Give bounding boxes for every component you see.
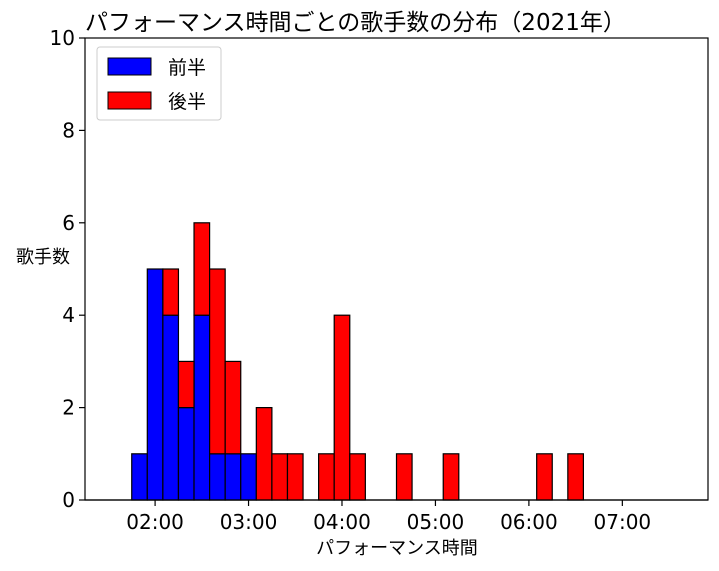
bar-first-half bbox=[146, 268, 164, 501]
x-tick-label: 05:00 bbox=[407, 510, 465, 534]
x-tick-label: 02:00 bbox=[126, 510, 184, 534]
chart-title: パフォーマンス時間ごとの歌手数の分布（2021年） bbox=[85, 10, 626, 36]
y-tick-label: 10 bbox=[50, 26, 75, 50]
bar-second-half bbox=[209, 268, 226, 455]
bar-second-half bbox=[177, 360, 195, 409]
bar-second-half bbox=[224, 360, 242, 455]
bar-second-half bbox=[349, 453, 366, 501]
x-axis: 02:00 03:00 04:00 05:00 06:00 07:00 bbox=[126, 500, 651, 534]
plot-frame bbox=[84, 37, 709, 501]
y-tick-label: 2 bbox=[62, 396, 75, 420]
y-axis: 0 2 4 6 8 10 bbox=[50, 26, 85, 512]
legend-label-first-half: 前半 bbox=[168, 57, 206, 79]
y-tick-label: 6 bbox=[62, 211, 75, 235]
bar-first-half bbox=[193, 314, 211, 501]
bar-second-half bbox=[318, 453, 335, 501]
bar-second-half bbox=[162, 268, 180, 316]
legend-swatch-first-half bbox=[107, 57, 152, 76]
x-axis-label: パフォーマンス時間 bbox=[316, 538, 478, 559]
bar-second-half bbox=[333, 314, 351, 501]
bar-second-half bbox=[442, 453, 460, 501]
bar-second-half bbox=[286, 453, 304, 501]
bar-first-half bbox=[224, 453, 242, 501]
x-tick-label: 07:00 bbox=[594, 510, 652, 534]
y-tick-label: 0 bbox=[62, 488, 75, 512]
bar-second-half bbox=[255, 407, 273, 501]
legend: 前半 後半 bbox=[96, 46, 222, 121]
bar-second-half bbox=[271, 453, 289, 501]
x-tick-label: 04:00 bbox=[313, 510, 371, 534]
bar-first-half bbox=[209, 453, 226, 501]
bar-second-half bbox=[193, 222, 211, 316]
bar-second-half bbox=[536, 453, 553, 501]
bar-first-half bbox=[240, 453, 257, 501]
legend-label-second-half: 後半 bbox=[168, 91, 206, 113]
x-tick-label: 06:00 bbox=[500, 510, 558, 534]
bar-second-half bbox=[395, 453, 413, 501]
y-tick-label: 4 bbox=[62, 303, 75, 327]
y-axis-label: 歌手数 bbox=[16, 247, 70, 268]
legend-swatch-second-half bbox=[107, 91, 152, 110]
bar-first-half bbox=[162, 314, 180, 501]
bar-first-half bbox=[177, 407, 195, 501]
bar-second-half bbox=[567, 453, 585, 501]
plot-area bbox=[85, 222, 708, 501]
bar-first-half bbox=[131, 453, 148, 501]
y-tick-label: 8 bbox=[62, 118, 75, 142]
x-tick-label: 03:00 bbox=[220, 510, 278, 534]
